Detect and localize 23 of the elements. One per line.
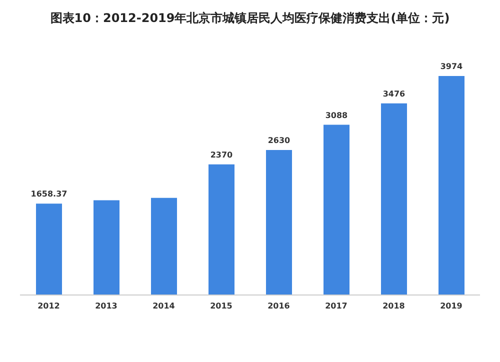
bar	[151, 198, 177, 295]
data-label: 3974	[440, 62, 464, 71]
data-label: 2630	[268, 136, 291, 146]
x-tick-label: 2013	[95, 302, 118, 311]
data-label: 1658.37	[30, 190, 68, 199]
bar	[36, 204, 62, 295]
bar	[381, 103, 407, 295]
x-tick-label: 2018	[382, 302, 406, 311]
x-tick-label: 2012	[38, 302, 60, 311]
x-tick-label: 2016	[268, 302, 290, 311]
data-label: 3476	[382, 89, 406, 98]
bar	[438, 76, 464, 295]
x-tick-label: 2015	[210, 302, 233, 311]
bar	[266, 150, 292, 295]
data-label: 2370	[210, 150, 234, 160]
x-tick-label: 2017	[325, 302, 348, 311]
chart-title: 图表10：2012-2019年北京市城镇居民人均医疗保健消费支出(单位：元)	[49, 10, 451, 27]
data-label: 3088	[325, 110, 348, 120]
x-tick-label: 2014	[152, 302, 176, 311]
bar	[324, 124, 350, 295]
bar	[94, 200, 120, 295]
x-tick-label: 2019	[440, 302, 463, 311]
bar	[208, 164, 234, 295]
